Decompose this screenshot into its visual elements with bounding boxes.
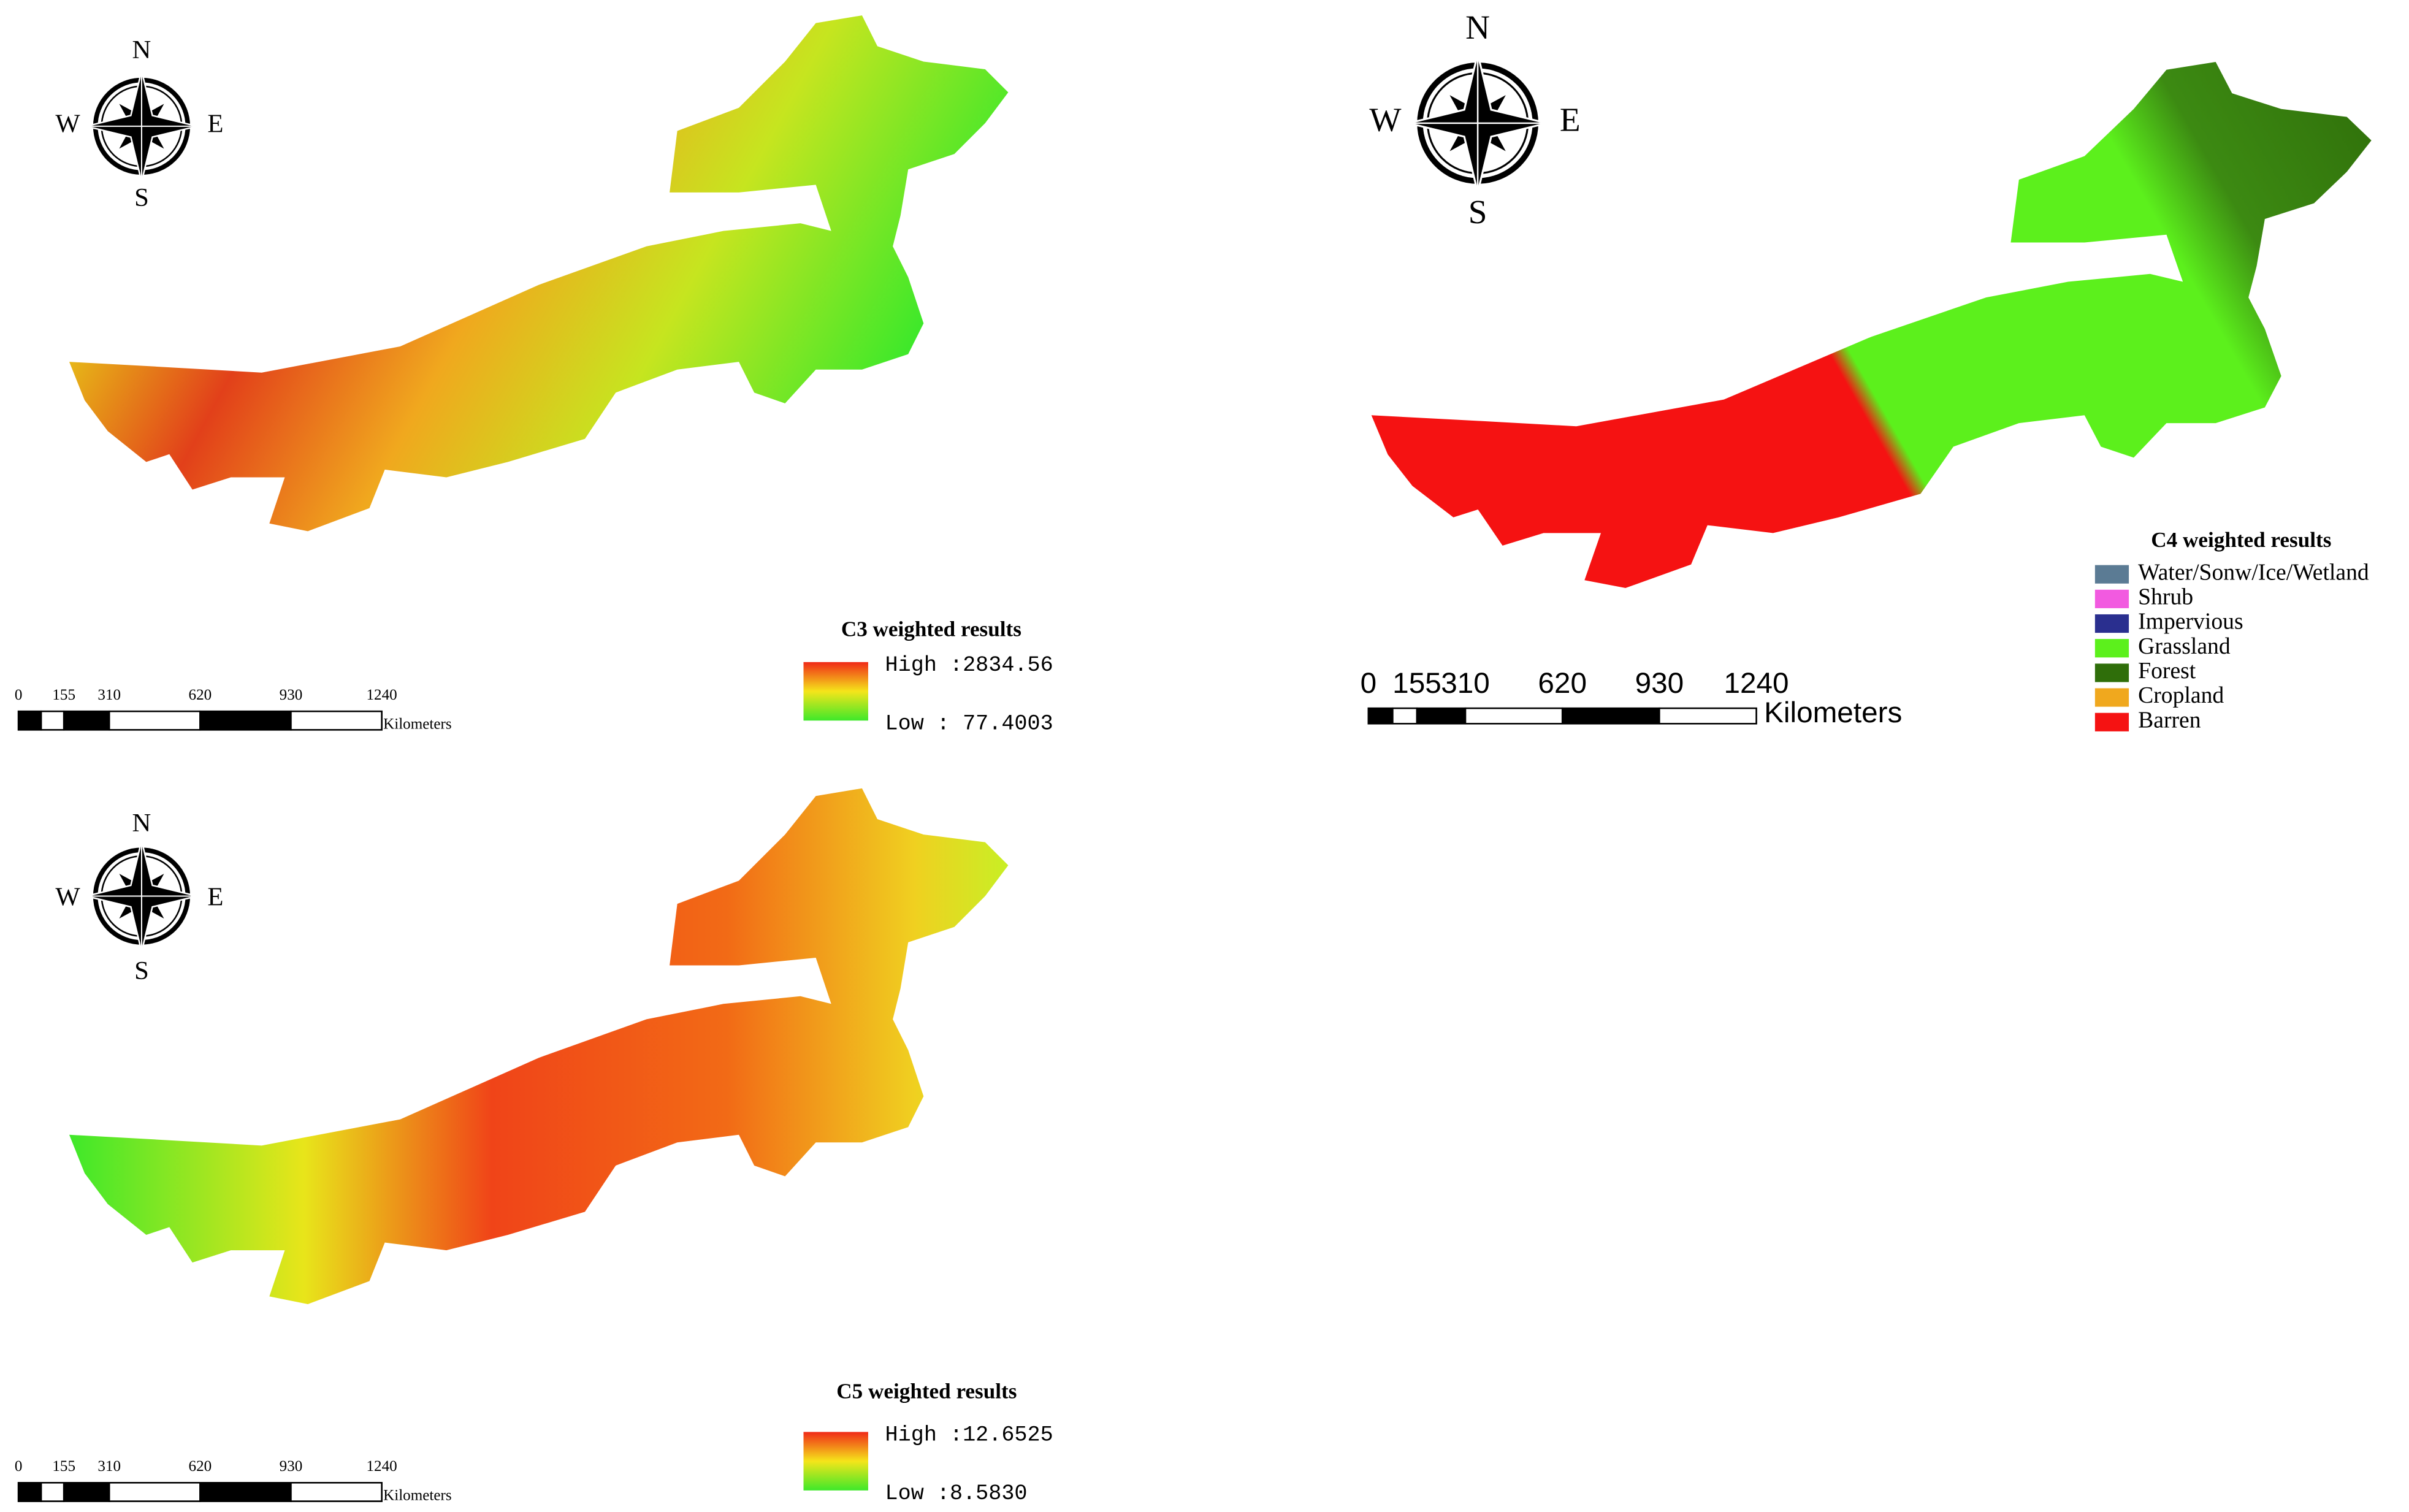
scale-bar-segment (63, 1482, 110, 1502)
scale-bar-segment (199, 710, 292, 731)
legend-swatch (2094, 639, 2129, 658)
color-ramp (803, 1432, 868, 1491)
scale-bar-label: 1240 (1724, 667, 1789, 700)
scale-bar-segment (1464, 707, 1563, 725)
legend-low: Low :8.5830 (885, 1481, 1028, 1506)
scale-bar-unit: Kilometers (1764, 697, 1902, 729)
panel-c4 (1371, 54, 2372, 589)
legend-swatch (2094, 589, 2129, 608)
legend-title: C3 weighted results (841, 617, 1021, 641)
scale-bar-label: 310 (1441, 667, 1490, 700)
scale-bar-segment (17, 1482, 42, 1502)
scale-bar-segment (199, 1482, 292, 1502)
legend-label: Water/Sonw/Ice/Wetland (2138, 559, 2369, 585)
panel-c3 (69, 15, 1009, 532)
compass-label: E (1560, 101, 1581, 139)
legend-swatch (2094, 614, 2129, 633)
scale-bar-label: 620 (189, 1458, 212, 1475)
legend-label: Barren (2138, 707, 2201, 733)
scale-bar-label: 0 (15, 1458, 23, 1475)
scale-bar-segment (1561, 707, 1660, 725)
scale-bar-label: 930 (280, 687, 303, 703)
legend-label: Grassland (2138, 633, 2231, 659)
region-map (69, 15, 1009, 532)
scale-bar-segment (40, 710, 65, 731)
legend-swatch (2094, 663, 2129, 682)
scale-bar-label: 0 (1361, 667, 1377, 700)
scale-bar-label: 310 (97, 1458, 121, 1475)
compass (1408, 54, 1547, 193)
compass-label: W (55, 110, 80, 139)
compass-label: S (134, 956, 149, 985)
scale-bar-label: 310 (97, 687, 121, 703)
scale-bar-label: 155 (1392, 667, 1441, 700)
legend-swatch (2094, 688, 2129, 707)
legend-label: Forest (2138, 658, 2196, 684)
scale-bar-label: 155 (52, 687, 75, 703)
color-ramp (803, 662, 868, 721)
scale-bar-segment (1416, 707, 1467, 725)
legend-high: High :2834.56 (885, 653, 1053, 678)
panel-c5 (69, 788, 1009, 1304)
scale-bar-label: 155 (52, 1458, 75, 1475)
legend-label: Impervious (2138, 609, 2243, 635)
compass-label: N (132, 36, 151, 64)
scale-bar-segment (108, 710, 201, 731)
scale-bar-label: 930 (1635, 667, 1684, 700)
scale-bar-unit: Kilometers (383, 1487, 452, 1504)
compass-label: W (1369, 101, 1402, 139)
scale-bar-segment (1392, 707, 1418, 725)
scale-bar-segment (1659, 707, 1757, 725)
compass-label: S (134, 183, 149, 212)
legend-swatch (2094, 712, 2129, 731)
compass-label: N (1465, 9, 1490, 46)
legend-label: Cropland (2138, 682, 2224, 708)
scale-bar-segment (290, 710, 383, 731)
compass-label: N (132, 809, 151, 838)
compass-label: W (55, 882, 80, 911)
legend-title: C4 weighted results (2151, 528, 2331, 552)
scale-bar-segment (1367, 707, 1394, 725)
scale-bar-label: 620 (1538, 667, 1587, 700)
scale-bar-label: 620 (189, 687, 212, 703)
scale-bar-label: 930 (280, 1458, 303, 1475)
compass-label: E (207, 110, 223, 139)
legend-label: Shrub (2138, 584, 2193, 609)
scale-bar-segment (63, 710, 110, 731)
compass-label: E (207, 882, 223, 911)
legend-swatch (2094, 565, 2129, 584)
scale-bar-segment (17, 710, 42, 731)
legend-low: Low : 77.4003 (885, 712, 1053, 736)
legend-high: High :12.6525 (885, 1423, 1053, 1448)
scale-bar-label: 1240 (367, 1458, 397, 1475)
compass-label: S (1468, 193, 1487, 231)
scale-bar-label: 1240 (367, 687, 397, 703)
compass (86, 841, 197, 952)
region-map (69, 788, 1009, 1304)
scale-bar-label: 0 (15, 687, 23, 703)
compass (86, 71, 197, 182)
scale-bar-segment (290, 1482, 383, 1502)
scale-bar-segment (108, 1482, 201, 1502)
region-map (1371, 61, 2372, 589)
legend-title: C5 weighted results (836, 1380, 1017, 1403)
scale-bar-segment (40, 1482, 65, 1502)
scale-bar-unit: Kilometers (383, 716, 452, 733)
